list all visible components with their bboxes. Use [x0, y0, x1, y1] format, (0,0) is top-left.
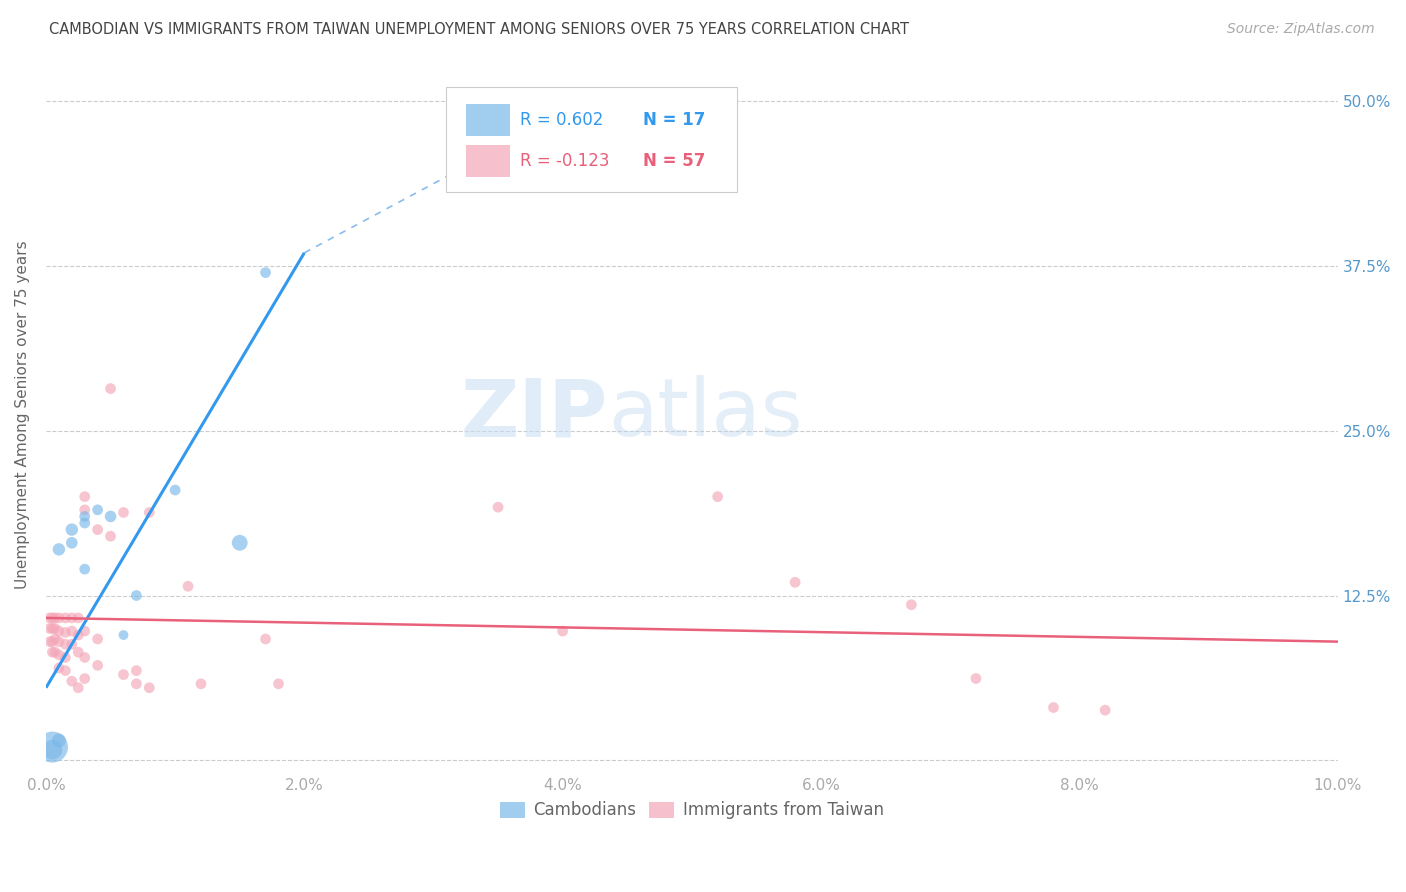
Point [100, 529, 122, 543]
Point [165, 483, 187, 497]
Point [125, 664, 148, 678]
Point [254, 266, 277, 280]
Point [449, 147, 471, 161]
Point [67, 611, 90, 625]
Point [177, 579, 200, 593]
Point [67, 645, 90, 659]
FancyBboxPatch shape [446, 87, 737, 192]
Point [138, 681, 160, 695]
Point [53, 650, 76, 665]
Point [38, 611, 60, 625]
Legend: Cambodians, Immigrants from Taiwan: Cambodians, Immigrants from Taiwan [494, 795, 890, 826]
FancyBboxPatch shape [465, 104, 510, 136]
Point [44, 622, 66, 636]
Point [48, 542, 70, 557]
Point [125, 677, 148, 691]
Point [53, 637, 76, 651]
Text: ZIP: ZIP [461, 376, 607, 453]
Point [190, 677, 212, 691]
Point [965, 672, 987, 686]
Point [60, 536, 83, 550]
Point [44, 611, 66, 625]
FancyBboxPatch shape [465, 145, 510, 177]
Point [86, 632, 108, 646]
Point [38, 622, 60, 636]
Point [228, 536, 250, 550]
Point [1094, 703, 1116, 717]
Point [73, 562, 96, 576]
Point [44, 632, 66, 646]
Point [41, 740, 63, 755]
Text: atlas: atlas [607, 376, 803, 453]
Point [60, 624, 83, 639]
Point [53, 664, 76, 678]
Point [73, 672, 96, 686]
Point [100, 382, 122, 396]
Text: R = 0.602: R = 0.602 [520, 111, 603, 128]
Point [48, 611, 70, 625]
Point [60, 523, 83, 537]
Point [44, 645, 66, 659]
Point [53, 611, 76, 625]
Point [41, 622, 63, 636]
Point [486, 500, 509, 515]
Point [900, 598, 922, 612]
Text: R = -0.123: R = -0.123 [520, 152, 610, 169]
Point [60, 674, 83, 689]
Y-axis label: Unemployment Among Seniors over 75 years: Unemployment Among Seniors over 75 years [15, 240, 30, 589]
Point [73, 650, 96, 665]
Point [73, 624, 96, 639]
Point [67, 628, 90, 642]
Point [41, 742, 63, 756]
Point [138, 506, 160, 520]
Text: CAMBODIAN VS IMMIGRANTS FROM TAIWAN UNEMPLOYMENT AMONG SENIORS OVER 75 YEARS COR: CAMBODIAN VS IMMIGRANTS FROM TAIWAN UNEM… [49, 22, 910, 37]
Point [48, 661, 70, 675]
Text: Source: ZipAtlas.com: Source: ZipAtlas.com [1227, 22, 1375, 37]
Point [60, 611, 83, 625]
Point [86, 503, 108, 517]
Point [41, 634, 63, 648]
Point [254, 632, 277, 646]
Point [48, 624, 70, 639]
Point [267, 677, 290, 691]
Point [48, 634, 70, 648]
Point [73, 516, 96, 530]
Text: N = 57: N = 57 [643, 152, 704, 169]
Point [1042, 700, 1064, 714]
Point [73, 490, 96, 504]
Point [86, 658, 108, 673]
Point [73, 503, 96, 517]
Point [48, 733, 70, 747]
Point [551, 624, 574, 639]
Point [67, 681, 90, 695]
Point [706, 490, 728, 504]
Point [112, 667, 135, 681]
Point [41, 645, 63, 659]
Point [112, 628, 135, 642]
Point [125, 589, 148, 603]
Point [48, 648, 70, 662]
Point [41, 611, 63, 625]
Point [100, 509, 122, 524]
Point [73, 509, 96, 524]
Point [60, 637, 83, 651]
Text: N = 17: N = 17 [643, 111, 704, 128]
Point [86, 523, 108, 537]
Point [53, 625, 76, 640]
Point [38, 634, 60, 648]
Point [112, 506, 135, 520]
Point [785, 575, 807, 590]
